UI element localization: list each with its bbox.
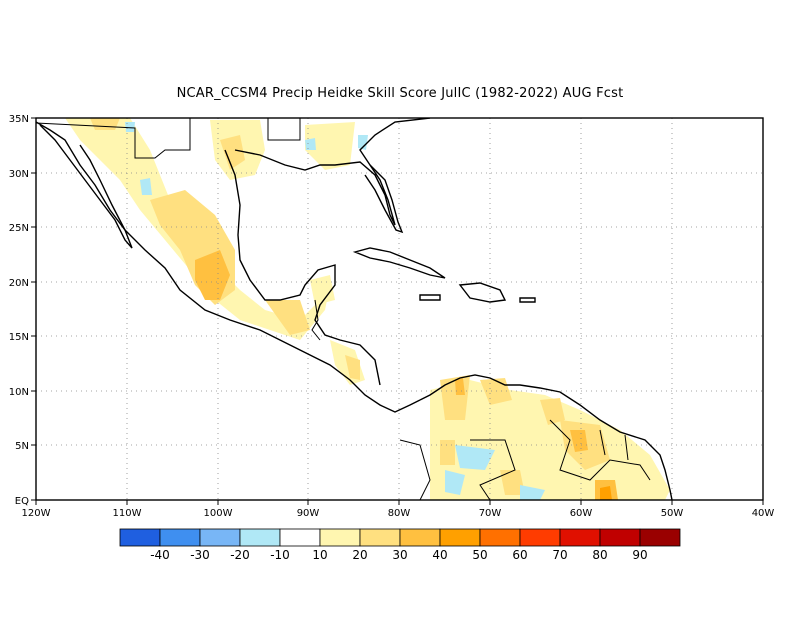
colorbar-label: -10: [270, 548, 290, 562]
skill-score-shading: [65, 118, 670, 500]
colorbar-swatch: [519, 528, 561, 547]
colorbar-swatch: [479, 528, 521, 547]
colorbar-swatch: [239, 528, 281, 547]
colorbar-label: 60: [512, 548, 527, 562]
colorbar-label: 10: [312, 548, 327, 562]
colorbar-swatch: [639, 528, 681, 547]
y-tick-label: 20N: [9, 278, 29, 289]
colorbar-label: -30: [190, 548, 210, 562]
colorbar-swatch: [199, 528, 241, 547]
x-tick-label: 50W: [661, 508, 684, 519]
y-axis: EQ 5N 10N 15N 20N 25N 30N 35N: [9, 114, 36, 507]
colorbar-label: 20: [352, 548, 367, 562]
x-tick-label: 90W: [297, 508, 320, 519]
colorbar-swatch: [279, 528, 321, 547]
colorbar-swatch: [159, 528, 201, 547]
x-tick-label: 110W: [113, 508, 142, 519]
colorbar-label: 70: [552, 548, 567, 562]
x-tick-label: 40W: [752, 508, 775, 519]
x-tick-label: 80W: [388, 508, 411, 519]
y-tick-label: EQ: [15, 496, 29, 507]
x-tick-label: 120W: [22, 508, 51, 519]
colorbar-label: 50: [472, 548, 487, 562]
colorbar-swatches: [119, 528, 681, 547]
colorbar-swatch: [599, 528, 641, 547]
y-tick-label: 30N: [9, 169, 29, 180]
colorbar-label: 30: [392, 548, 407, 562]
colorbar-swatch: [119, 528, 161, 547]
x-tick-label: 60W: [570, 508, 593, 519]
y-tick-label: 5N: [15, 441, 29, 452]
gridlines: [36, 118, 763, 500]
colorbar-swatch: [559, 528, 601, 547]
colorbar-label: -40: [150, 548, 170, 562]
y-tick-label: 25N: [9, 223, 29, 234]
colorbar-labels: -40 -30 -20 -10 10 20 30 40 50 60 70 80 90: [150, 548, 647, 562]
x-tick-label: 100W: [204, 508, 233, 519]
colorbar-swatch: [439, 528, 481, 547]
colorbar-label: -20: [230, 548, 250, 562]
colorbar-swatch: [359, 528, 401, 547]
page-title: NCAR_CCSM4 Precip Heidke Skill Score Jul…: [176, 86, 624, 101]
colorbar-label: 80: [592, 548, 607, 562]
y-tick-label: 10N: [9, 387, 29, 398]
colorbar-swatch: [319, 528, 361, 547]
colorbar-label: 40: [432, 548, 447, 562]
y-tick-label: 15N: [9, 332, 29, 343]
y-tick-label: 35N: [9, 114, 29, 125]
x-tick-label: 70W: [479, 508, 502, 519]
coastlines: [36, 118, 673, 500]
x-axis: 120W 110W 100W 90W 80W 70W 60W 50W 40W: [22, 500, 775, 519]
colorbar: -40 -30 -20 -10 10 20 30 40 50 60 70 80 90: [119, 528, 681, 562]
colorbar-label: 90: [632, 548, 647, 562]
colorbar-swatch: [399, 528, 441, 547]
country-borders: [36, 118, 651, 500]
